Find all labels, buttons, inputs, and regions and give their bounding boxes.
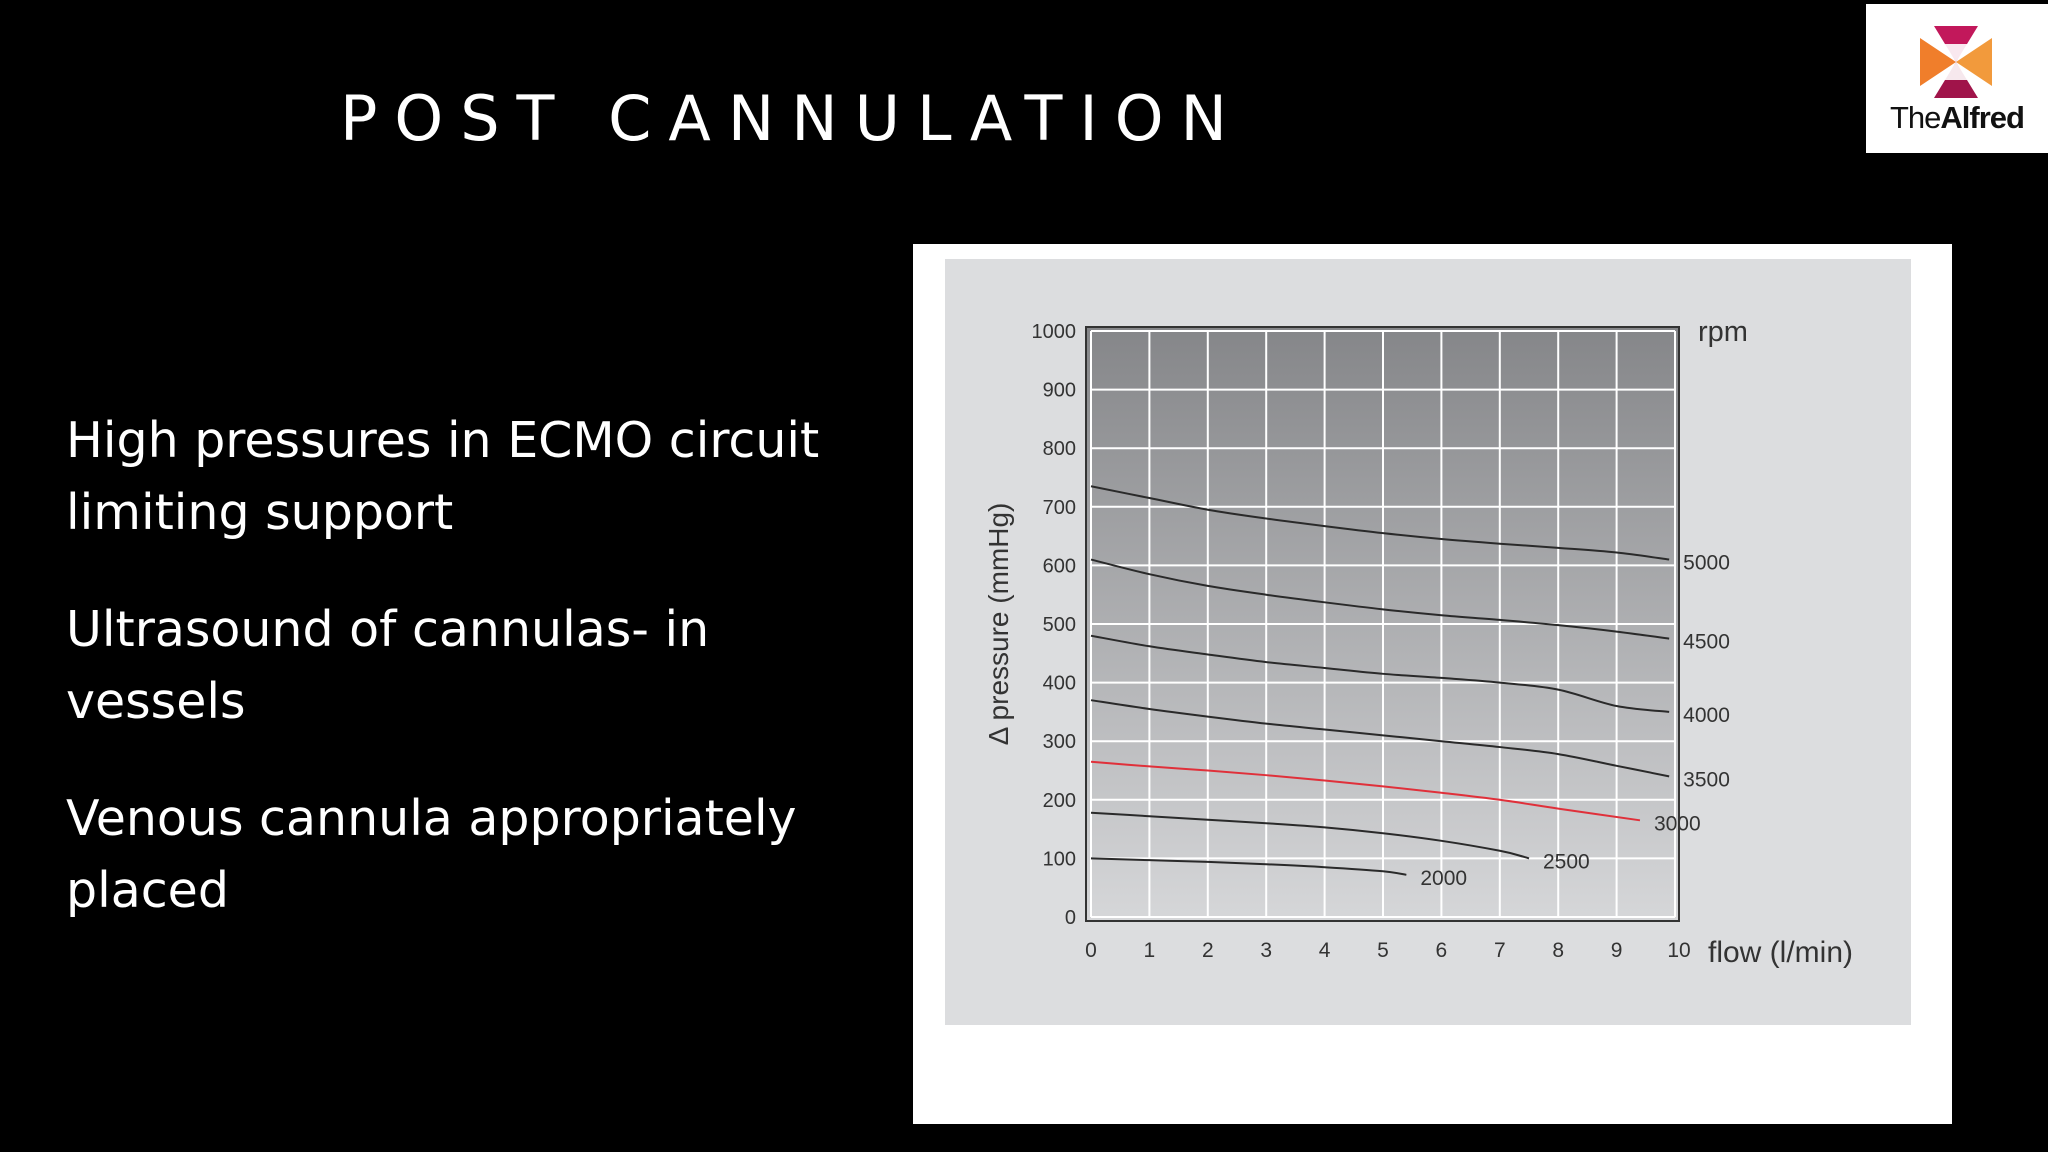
x-tick-label: 9	[1611, 939, 1623, 962]
x-tick-label: 1	[1144, 939, 1156, 962]
curve-2500-rpm	[1090, 811, 1530, 860]
logo-text-light: The	[1890, 100, 1941, 135]
grid-lines	[1090, 330, 1676, 918]
y-tick-label: 300	[1043, 731, 1076, 753]
curve-5000-rpm	[1090, 485, 1670, 561]
curve-label-4500: 4500	[1683, 631, 1730, 654]
bullet-venous-cannula: Venous cannula appropriately placed	[66, 790, 797, 919]
curve-2000-rpm	[1090, 857, 1407, 876]
curve-label-3500: 3500	[1683, 768, 1730, 791]
x-tick-label: 2	[1202, 939, 1214, 962]
logo-text-bold: Alfred	[1940, 100, 2025, 135]
y-tick-label: 200	[1043, 790, 1076, 812]
y-tick-label: 0	[1065, 907, 1076, 929]
y-tick-label: 400	[1043, 673, 1076, 695]
alfred-logo: TheAlfred	[1866, 4, 2048, 153]
x-axis-label: flow (l/min)	[1708, 936, 1853, 969]
bullet-list: High pressures in ECMO circuit limiting …	[66, 405, 886, 972]
bullet-ultrasound: Ultrasound of cannulas- in vessels	[66, 601, 710, 730]
y-tick-label: 800	[1043, 438, 1076, 460]
curve-3000-rpm	[1090, 760, 1641, 822]
curve-label-3000: 3000	[1654, 812, 1701, 835]
x-tick-label: 0	[1085, 939, 1097, 962]
logo-text: TheAlfred	[1866, 100, 2048, 136]
y-tick-label: 700	[1043, 497, 1076, 519]
y-axis-label: Δ pressure (mmHg)	[983, 503, 1014, 746]
curve-label-5000: 5000	[1683, 552, 1730, 575]
curve-4000-rpm	[1090, 634, 1670, 713]
pump-curve-figure: 0 1 2 3 4 5 6 7 8 9 10 0 100 200 300 400 500 600 700 800 900…	[913, 244, 1952, 1124]
curve-label-4000: 4000	[1683, 704, 1730, 727]
y-tick-label: 500	[1043, 614, 1076, 636]
curve-3500-rpm	[1090, 699, 1670, 778]
curve-label-2000: 2000	[1420, 867, 1467, 890]
slide-title: POST CANNULATION	[340, 82, 1244, 155]
y-tick-label: 1000	[1032, 321, 1077, 343]
x-tick-label: 10	[1667, 939, 1690, 962]
curve-label-2500: 2500	[1543, 850, 1590, 873]
x-tick-label: 7	[1494, 939, 1506, 962]
x-tick-label: 6	[1436, 939, 1448, 962]
x-tick-label: 8	[1552, 939, 1564, 962]
bullet-high-pressures: High pressures in ECMO circuit limiting …	[66, 412, 820, 541]
x-tick-label: 3	[1260, 939, 1272, 962]
x-tick-label: 5	[1377, 939, 1389, 962]
curve-4500-rpm	[1090, 558, 1670, 640]
axis-ticks: 0 1 2 3 4 5 6 7 8 9 100100200300400500600700800900…	[1032, 321, 1691, 962]
x-tick-label: 4	[1319, 939, 1331, 962]
y-tick-label: 100	[1043, 848, 1076, 870]
rpm-legend-title: rpm	[1698, 316, 1748, 348]
y-tick-label: 600	[1043, 555, 1076, 577]
pump-curves: 5000 4500 4000 3500 3000 2500 2000	[1090, 485, 1730, 890]
pump-curve-chart: 0 1 2 3 4 5 6 7 8 9 100100200300400500600700800900…	[945, 259, 1911, 1025]
alfred-logo-icon	[1920, 26, 1992, 98]
y-tick-label: 900	[1043, 380, 1076, 402]
